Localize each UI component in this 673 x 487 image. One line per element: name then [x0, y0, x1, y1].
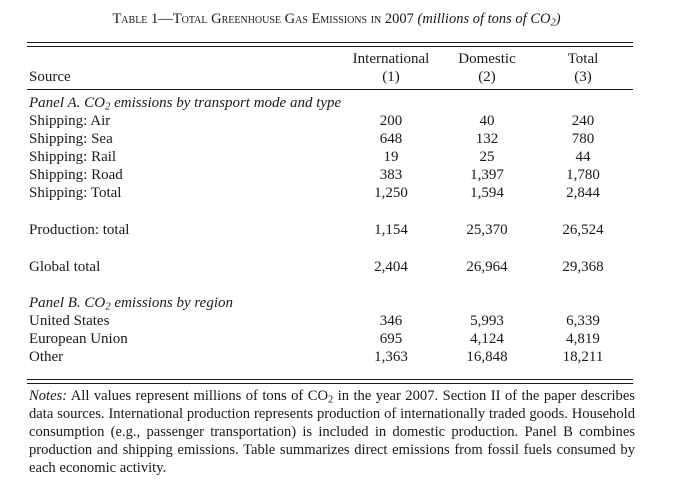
top-rule — [27, 42, 633, 44]
cell-domestic: 4,124 — [470, 331, 504, 347]
row-label: Shipping: Sea — [29, 131, 113, 147]
cell-international: 346 — [379, 313, 403, 329]
panel-b-heading-post: emissions by region — [110, 295, 234, 311]
cell-international: 695 — [379, 331, 403, 347]
cell-international: 200 — [379, 113, 403, 129]
panel-b-heading: Panel B. CO2 emissions by region — [29, 294, 233, 312]
row-label: Shipping: Rail — [29, 149, 117, 165]
col-header-international: International — [352, 51, 430, 67]
table-row: Shipping: Sea 648 132 780 — [0, 130, 673, 148]
notes-text-post: in the year 2007. Section II of the pape… — [29, 388, 635, 476]
row-label: United States — [29, 313, 110, 329]
panel-a-heading-pre: Panel A. CO — [29, 95, 105, 111]
cell-total: 780 — [571, 131, 595, 147]
table-title: Table 1—Total Greenhouse Gas Emissions i… — [0, 11, 673, 28]
row-label: Shipping: Total — [29, 185, 122, 201]
cell-domestic: 40 — [479, 113, 495, 129]
row-label: Global total — [29, 259, 101, 275]
cell-international: 383 — [379, 167, 403, 183]
cell-international: 1,363 — [374, 349, 408, 365]
cell-total: 2,844 — [566, 185, 600, 201]
panel-a-heading-post: emissions by transport mode and type — [110, 95, 342, 111]
table-row: Shipping: Total 1,250 1,594 2,844 — [0, 184, 673, 202]
table-row: United States 346 5,993 6,339 — [0, 312, 673, 330]
notes-text-sub: 2 — [328, 394, 334, 406]
bottom-rule — [27, 382, 633, 384]
cell-domestic: 5,993 — [470, 313, 504, 329]
col-number-2: (2) — [478, 69, 496, 85]
cell-international: 2,404 — [374, 259, 408, 275]
cell-domestic: 25 — [479, 149, 495, 165]
table-row: Other 1,363 16,848 18,211 — [0, 348, 673, 366]
cell-total: 1,780 — [566, 167, 600, 183]
units-close: ) — [555, 11, 561, 27]
col-header-domestic: Domestic — [458, 51, 516, 67]
cell-domestic: 16,848 — [466, 349, 508, 365]
table-row-production-total: Production: total 1,154 25,370 26,524 — [0, 221, 673, 239]
cell-total: 18,211 — [562, 349, 604, 365]
cell-total: 26,524 — [562, 222, 604, 238]
panel-b-heading-sub: 2 — [105, 300, 111, 313]
col-number-3: (3) — [574, 69, 592, 85]
row-label: Shipping: Air — [29, 113, 111, 129]
row-label: Other — [29, 349, 64, 365]
table-row-global-total: Global total 2,404 26,964 29,368 — [0, 258, 673, 276]
source-header: Source — [29, 69, 71, 85]
cell-total: 44 — [575, 149, 591, 165]
cell-domestic: 25,370 — [466, 222, 508, 238]
cell-domestic: 1,594 — [470, 185, 504, 201]
notes-label: Notes: — [29, 388, 68, 404]
table-row: Shipping: Road 383 1,397 1,780 — [0, 166, 673, 184]
cell-total: 240 — [571, 113, 595, 129]
panel-a-heading: Panel A. CO2 emissions by transport mode… — [29, 94, 341, 112]
bottom-rule-thin — [27, 379, 633, 380]
cell-international: 1,250 — [374, 185, 408, 201]
panel-a-heading-sub: 2 — [104, 100, 111, 113]
table-row: Shipping: Air 200 40 240 — [0, 112, 673, 130]
cell-domestic: 1,397 — [470, 167, 504, 183]
table-title-text: Table 1—Total Greenhouse Gas Emissions i… — [112, 11, 414, 27]
panel-b-heading-pre: Panel B. CO — [29, 295, 106, 311]
units-sub: 2 — [550, 17, 556, 29]
units-open: (millions of tons of CO — [417, 11, 551, 27]
notes-text-pre: All values represent millions of tons of… — [67, 388, 328, 404]
cell-domestic: 132 — [475, 131, 499, 147]
top-rule-thin — [27, 45, 633, 47]
cell-international: 648 — [379, 131, 403, 147]
table-row: Shipping: Rail 19 25 44 — [0, 148, 673, 166]
table-row: European Union 695 4,124 4,819 — [0, 330, 673, 348]
col-number-1: (1) — [382, 69, 400, 85]
cell-international: 19 — [383, 149, 399, 165]
col-header-total: Total — [567, 51, 599, 67]
row-label: Production: total — [29, 222, 130, 238]
cell-domestic: 26,964 — [466, 259, 508, 275]
cell-total: 29,368 — [562, 259, 604, 275]
header-rule — [27, 89, 633, 90]
row-label: European Union — [29, 331, 128, 347]
cell-total: 6,339 — [566, 313, 600, 329]
table-title-units: (millions of tons of CO2) — [417, 11, 561, 29]
cell-international: 1,154 — [374, 222, 408, 238]
table-notes: Notes: All values represent millions of … — [29, 387, 635, 477]
cell-total: 4,819 — [566, 331, 600, 347]
row-label: Shipping: Road — [29, 167, 123, 183]
